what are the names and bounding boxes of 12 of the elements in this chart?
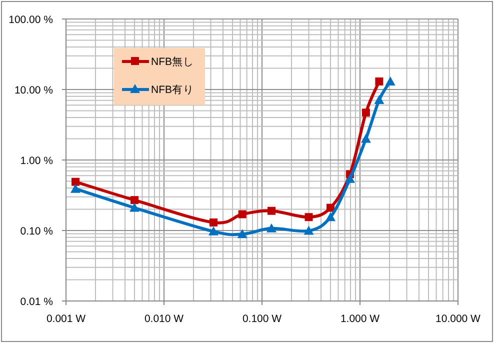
- y-tick-label: 100.00 %: [8, 14, 53, 26]
- y-tick-label: 10.00 %: [14, 84, 53, 96]
- x-tick-label: 0.001 W: [46, 313, 86, 325]
- x-tick-label: 0.100 W: [242, 313, 282, 325]
- legend-label: NFB無し: [151, 56, 194, 68]
- y-tick-label: 0.10 %: [20, 226, 53, 238]
- x-tick-label: 0.010 W: [144, 313, 184, 325]
- x-tick-label: 10.000 W: [436, 313, 481, 325]
- x-tick-label: 1.000 W: [340, 313, 380, 325]
- legend-label: NFB有り: [151, 84, 194, 96]
- y-tick-label: 0.01 %: [20, 296, 53, 308]
- y-tick-label: 1.00 %: [20, 155, 53, 167]
